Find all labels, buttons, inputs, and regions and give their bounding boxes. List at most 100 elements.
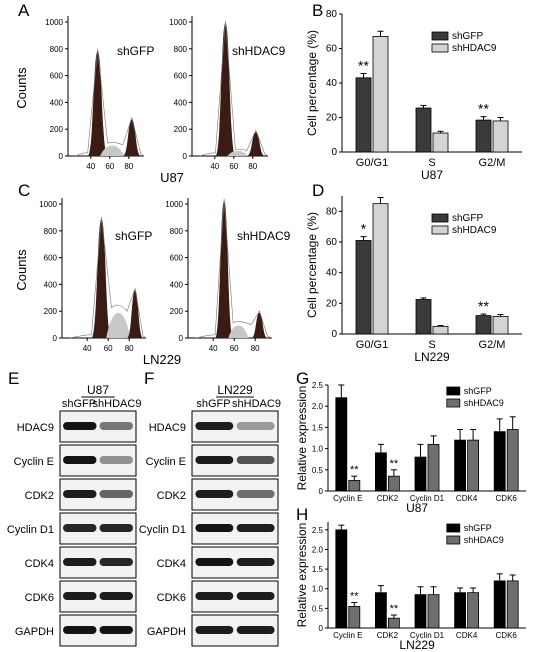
flow-ylabel-bottom: Counts	[14, 249, 29, 291]
x-tick-label: G0/G1	[356, 157, 388, 169]
flow-g1-peak	[91, 219, 112, 338]
y-tick-label: 40	[326, 78, 338, 89]
y-tick-label: 0	[331, 329, 337, 340]
y-tick-label: 1.0	[312, 585, 324, 594]
flow-panel-u87-shhdac9: 0 200 400 600 800 1000 40 60 80	[169, 16, 269, 171]
bar-shHDAC9	[427, 443, 440, 492]
flow-y-tick-label: 400	[170, 280, 184, 289]
flow-y-tick-label: 800	[50, 45, 64, 54]
bar-shHDAC9	[467, 592, 480, 629]
bar-shGFP	[355, 77, 372, 153]
legend-swatch	[431, 225, 449, 235]
blot-band	[63, 592, 97, 600]
y-tick-label: 80	[326, 9, 338, 20]
x-tick-label: Cyclin D1	[410, 631, 445, 640]
flow-label-u87-shhdac9: shHDAC9	[232, 44, 286, 58]
bar-shHDAC9	[348, 606, 361, 629]
bar-shGFP	[415, 107, 432, 153]
blot-band	[63, 490, 97, 498]
legend-label: shGFP	[464, 523, 492, 533]
flow-y-tick-label: 200	[174, 125, 188, 134]
blot-band	[99, 558, 133, 566]
flow-cell-line-ln229: LN229	[143, 352, 181, 367]
x-tick-label: G2/M	[479, 339, 506, 351]
flow-x-tick-label: 40	[209, 344, 218, 353]
legend-label: shHDAC9	[452, 225, 497, 236]
blot-row-label: Cyclin E	[14, 456, 54, 468]
y-tick-label: 2.0	[312, 545, 324, 554]
legend-label: shHDAC9	[464, 398, 504, 408]
bar-shHDAC9	[387, 475, 400, 492]
blot-row-label: HDAC9	[17, 422, 54, 434]
significance-mark: **	[358, 58, 369, 74]
x-tick-label: G2/M	[479, 157, 506, 169]
y-tick-label: 0.5	[312, 466, 324, 475]
flow-label-u87-shgfp: shGFP	[117, 44, 154, 58]
blot-band	[236, 456, 275, 464]
flow-y-tick-label: 600	[174, 72, 188, 81]
flow-y-tick-label: 1000	[169, 18, 187, 27]
y-tick-label: 0	[319, 487, 324, 496]
y-tick-label: 1.5	[312, 565, 324, 574]
bar-shHDAC9	[432, 325, 449, 335]
y-tick-label: 2.0	[312, 402, 324, 411]
flow-y-tick-label: 200	[170, 307, 184, 316]
bar-shGFP	[414, 456, 427, 492]
y-tick-label: 60	[326, 237, 338, 248]
x-tick-label: S	[428, 157, 435, 169]
flow-y-tick-label: 0	[183, 152, 188, 161]
y-tick-label: 20	[326, 113, 338, 124]
legend-swatch	[431, 213, 449, 223]
y-tick-label: 0.5	[312, 604, 324, 613]
flow-x-tick-label: 40	[83, 344, 92, 353]
blot-band	[63, 558, 97, 566]
flow-fit-curve	[199, 20, 269, 157]
x-tick-label: Cyclin E	[333, 631, 362, 640]
flow-y-tick-label: 1000	[45, 18, 63, 27]
flow-fit-curve	[70, 216, 147, 339]
flow-g1-peak	[215, 23, 236, 156]
flow-g2-peak	[251, 312, 268, 338]
bar-shGFP	[493, 580, 506, 629]
panel-label-g: G	[296, 369, 309, 388]
y-axis-label: Cell percentage (%)	[305, 212, 319, 318]
y-tick-label: 80	[326, 206, 338, 217]
blot-row-label: GAPDH	[147, 626, 186, 638]
x-axis-label: U87	[421, 168, 443, 182]
y-tick-label: 1.0	[312, 445, 324, 454]
flow-y-tick-label: 0	[179, 334, 184, 343]
bar-shHDAC9	[506, 429, 519, 492]
blot-row-label: CDK6	[157, 592, 186, 604]
legend-swatch	[446, 386, 461, 396]
blot-band	[195, 524, 234, 532]
flow-x-tick-label: 60	[104, 344, 113, 353]
flow-y-tick-label: 800	[174, 45, 188, 54]
blot-title: U87	[87, 383, 109, 397]
y-tick-label: 20	[326, 298, 338, 309]
flow-cell-line-u87: U87	[160, 170, 184, 185]
bar-shGFP	[475, 315, 492, 335]
legend-label: shGFP	[452, 31, 483, 42]
blot-band	[195, 558, 234, 566]
blot-band	[99, 456, 133, 464]
x-axis-label: LN229	[414, 350, 450, 364]
legend-label: shHDAC9	[452, 43, 497, 54]
bar-shGFP	[335, 397, 348, 492]
legend-swatch	[431, 31, 449, 41]
flow-y-tick-label: 400	[44, 280, 58, 289]
blot-band	[99, 626, 133, 634]
blot-row-label: CDK2	[25, 490, 54, 502]
significance-mark: **	[350, 464, 359, 476]
legend-label: shGFP	[452, 213, 483, 224]
lane-label: shHDAC9	[232, 398, 281, 410]
legend-swatch	[446, 398, 461, 408]
flow-g1-peak	[215, 200, 234, 338]
significance-mark: **	[390, 603, 399, 615]
panel-label-e: E	[8, 369, 19, 388]
panel-label-b: B	[312, 1, 323, 20]
blot-row-label: GAPDH	[15, 626, 54, 638]
x-tick-label: CDK4	[456, 494, 478, 503]
